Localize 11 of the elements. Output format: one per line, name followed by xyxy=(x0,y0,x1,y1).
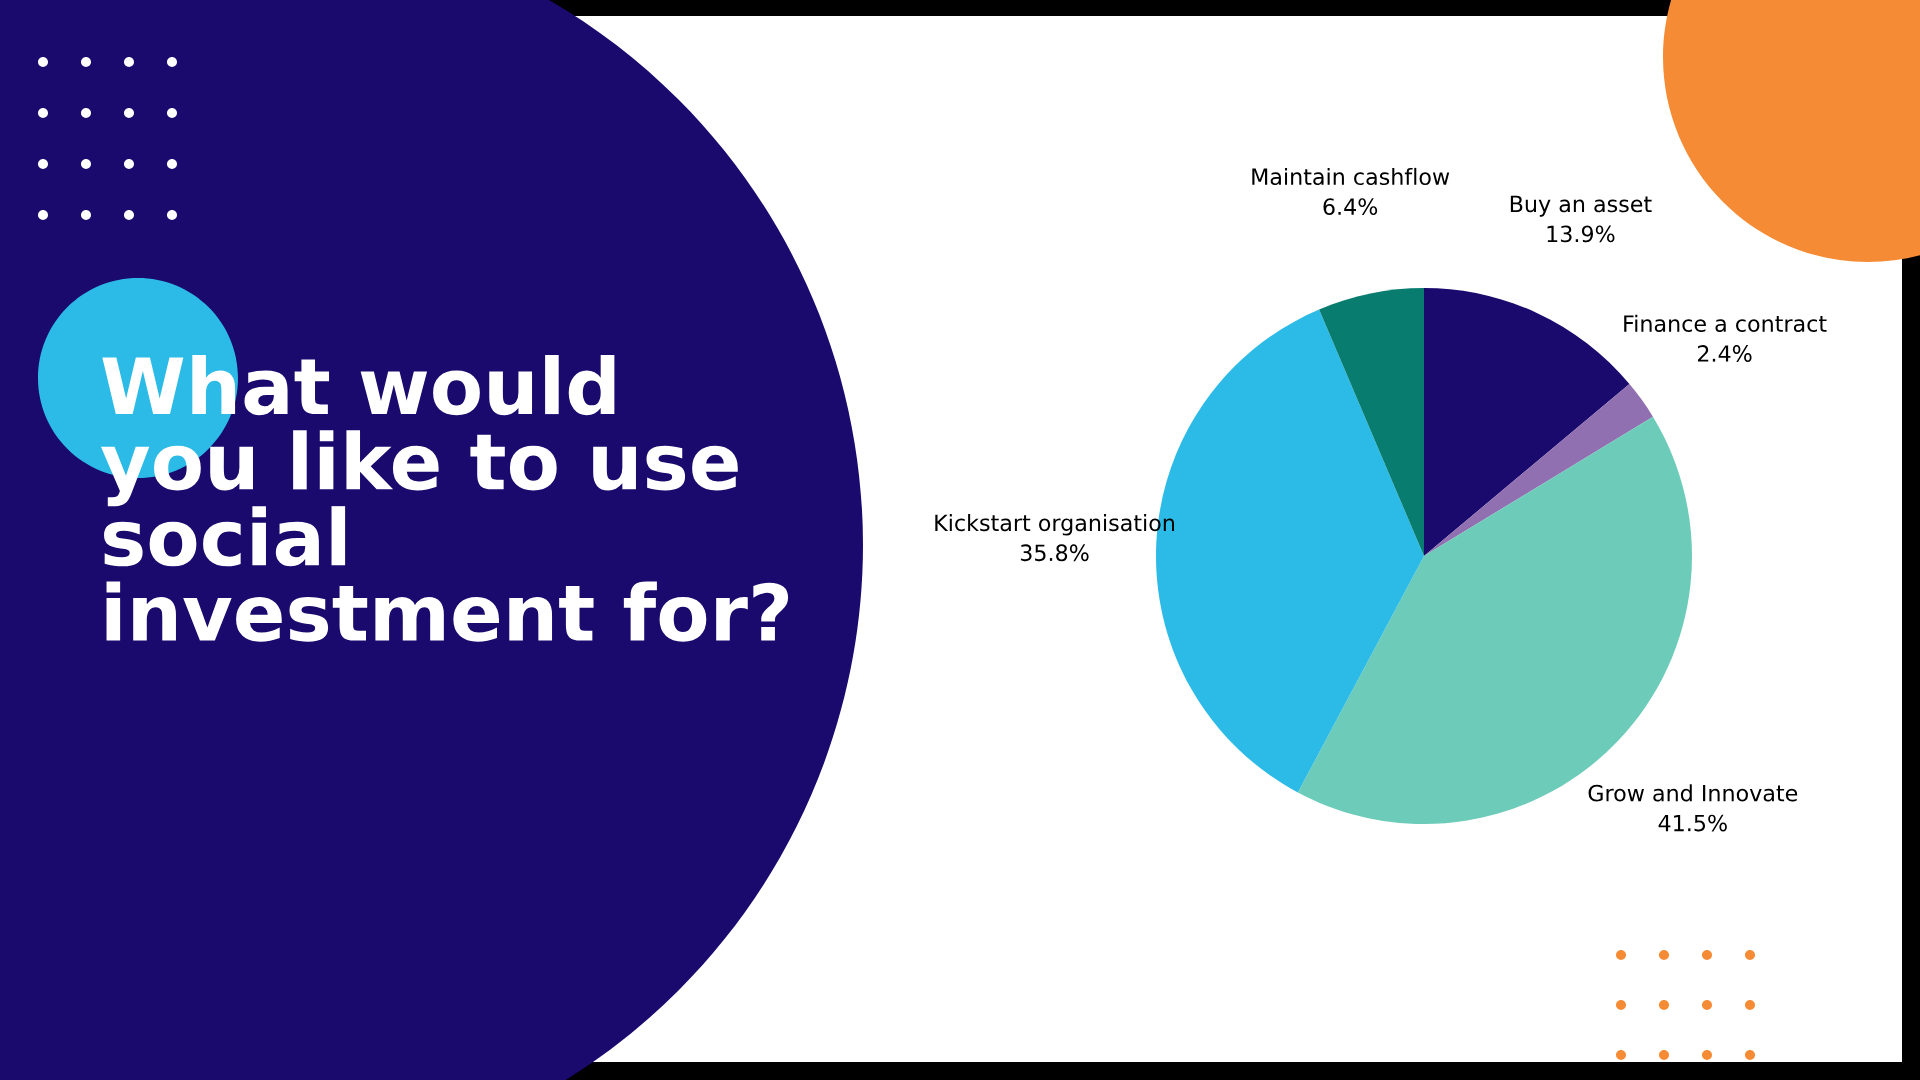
data-label: 2.4% xyxy=(1697,345,1752,362)
slice-label: Grow and Innovate xyxy=(1588,784,1798,802)
data-label: 13.9% xyxy=(1547,225,1615,243)
data-label: 6.4% xyxy=(1323,198,1378,216)
data-label: 35.8% xyxy=(1020,544,1089,562)
data-label: 41.5% xyxy=(1658,814,1727,832)
slice-label: Buy an asset xyxy=(1510,195,1652,217)
slice-label: Maintain cashflow xyxy=(1252,167,1450,186)
pie-slice xyxy=(1319,288,1424,556)
slice-label: Finance a contract xyxy=(1624,314,1827,332)
pie-slice xyxy=(1424,383,1653,556)
